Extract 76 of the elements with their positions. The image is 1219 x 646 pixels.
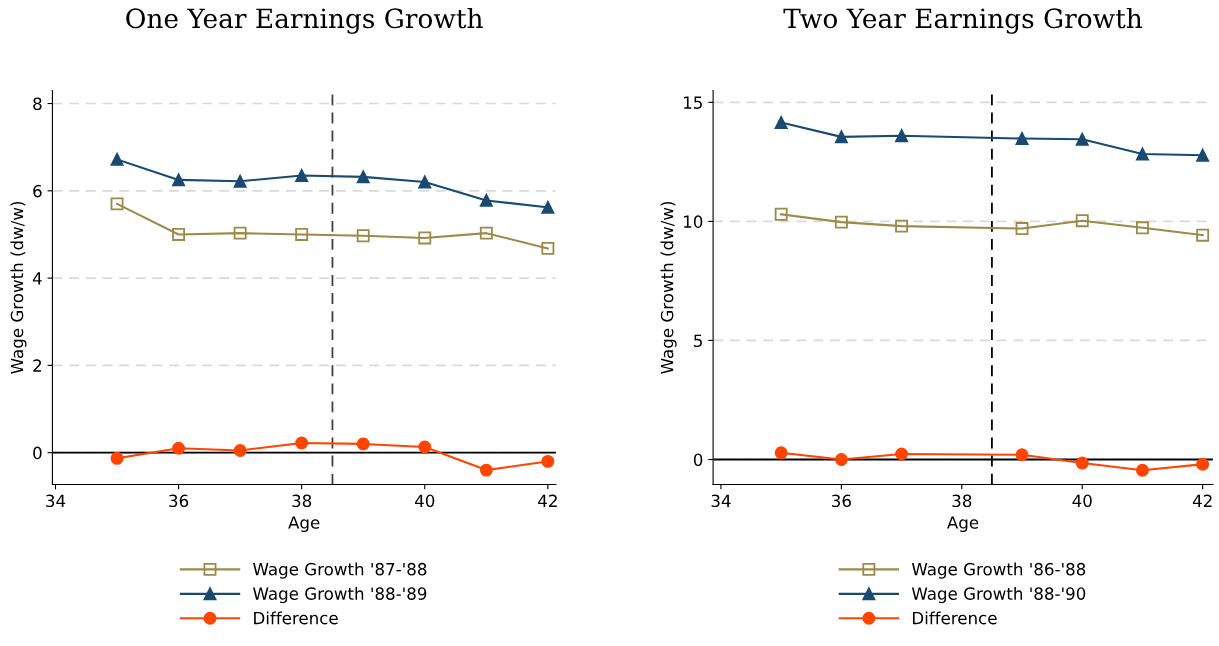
x-tick-label: 38 [292, 494, 312, 508]
chart-title: One Year Earnings Growth [126, 7, 483, 34]
point [1015, 222, 1029, 235]
point [1075, 214, 1089, 228]
x-tick-label: 34 [711, 494, 731, 508]
point [295, 227, 309, 241]
x-tick-label: 42 [538, 494, 557, 507]
point [233, 444, 247, 457]
point [774, 207, 788, 221]
point [418, 231, 432, 245]
point [1015, 132, 1029, 145]
y-tick-label: 4 [32, 272, 42, 285]
point [834, 215, 848, 229]
point [541, 241, 555, 255]
point [418, 440, 432, 454]
point [1015, 448, 1029, 462]
point [541, 200, 555, 214]
point [356, 437, 370, 451]
x-tick-label: 38 [952, 494, 972, 508]
point [295, 436, 309, 450]
point [172, 227, 186, 241]
legend-label: Difference [254, 611, 338, 625]
x-tick-label: 36 [169, 494, 189, 508]
legend-label: Wage Growth '88-'89 [253, 587, 427, 604]
point [356, 229, 370, 243]
x-tick-label: 40 [1072, 494, 1092, 508]
y-tick-label: 5 [694, 334, 702, 348]
x-axis-title: Age [947, 516, 979, 533]
legend-label: Wage Growth '87-'88 [253, 562, 427, 579]
point [895, 447, 909, 461]
point [895, 129, 909, 143]
point [479, 463, 493, 477]
x-axis-title: Age [288, 516, 320, 533]
point [774, 446, 788, 460]
point [834, 453, 848, 466]
x-tick-label: 36 [832, 494, 851, 508]
x-tick-label: 34 [46, 494, 66, 508]
point [233, 226, 247, 240]
y-tick-label: 8 [33, 97, 42, 111]
point [110, 197, 124, 211]
x-tick-label: 42 [1192, 494, 1212, 507]
y-tick-label: 0 [693, 453, 703, 467]
point [834, 130, 848, 144]
point [1196, 228, 1210, 242]
point [1196, 457, 1210, 471]
point [295, 169, 309, 182]
y-axis-title: Wage Growth (dw/w) [660, 201, 677, 374]
legend-label: Wage Growth '86-'88 [911, 562, 1086, 579]
point [1135, 463, 1149, 477]
point [1135, 221, 1149, 235]
point [774, 116, 788, 130]
point [541, 454, 555, 468]
point [418, 175, 432, 189]
point [479, 193, 493, 207]
point [1075, 132, 1089, 146]
point [1075, 456, 1089, 470]
point [356, 170, 370, 184]
legend-label: Difference [913, 611, 997, 625]
y-axis-title: Wage Growth (dw/w) [10, 201, 27, 374]
point [172, 173, 186, 187]
point [172, 441, 186, 455]
point [1135, 147, 1149, 161]
point [233, 174, 247, 188]
y-tick-label: 6 [33, 184, 42, 198]
point [1196, 148, 1210, 162]
legend-label: Wage Growth '88-'90 [911, 587, 1086, 604]
point [110, 451, 124, 465]
x-tick-label: 40 [414, 494, 435, 508]
point [479, 226, 493, 240]
chart-title: Two Year Earnings Growth [783, 7, 1143, 34]
y-tick-label: 0 [33, 446, 42, 460]
point [110, 152, 124, 166]
y-tick-label: 15 [684, 96, 702, 109]
y-tick-label: 10 [684, 215, 703, 228]
point [895, 219, 909, 233]
y-tick-label: 2 [33, 359, 42, 372]
